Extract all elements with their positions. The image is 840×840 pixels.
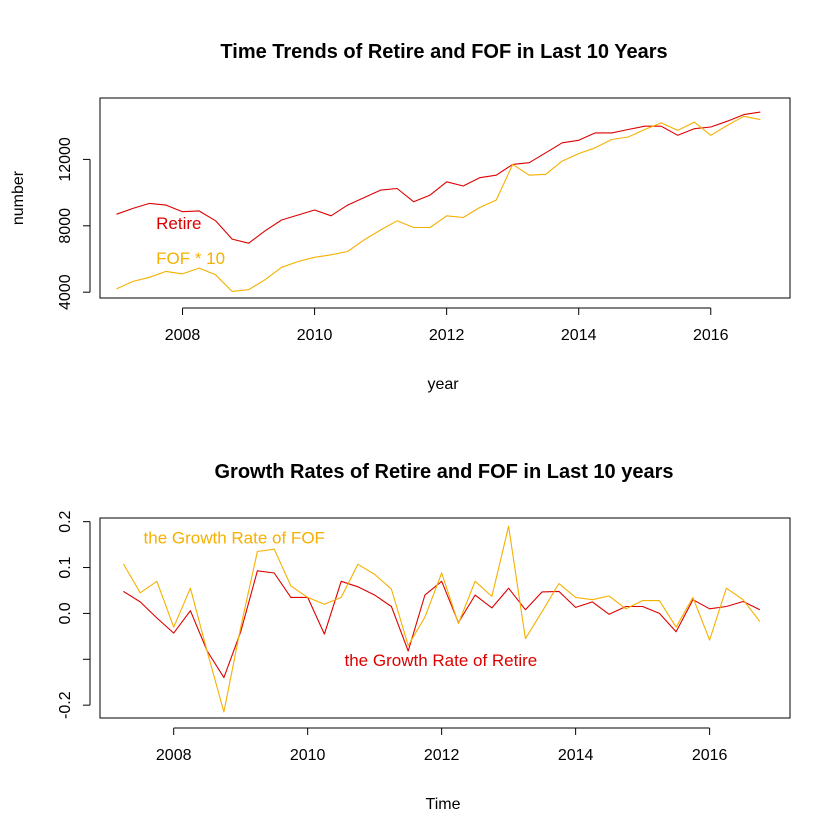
trends-panel: Time Trends of Retire and FOF in Last 10… [10,41,791,393]
y-axis: -0.2 0.0 0.1 0.2 [57,510,91,719]
x-axis: 2008 2010 2012 2014 2016 [156,727,728,764]
y-axis-label: number [10,170,27,225]
plot-frame [99,517,791,719]
series-line-the-growth-rate-of-fof [122,525,761,713]
x-tick-label: 2008 [156,747,192,764]
y-tick-label: -0.2 [57,691,74,719]
y-tick-label: 0.1 [57,556,74,578]
x-tick-label: 2012 [429,327,465,344]
x-tick-label: 2010 [297,327,333,344]
growth-panel: Growth Rates of Retire and FOF in Last 1… [57,461,791,813]
x-tick-label: 2014 [558,747,594,764]
y-tick-label: 4000 [57,274,74,310]
x-tick-label: 2016 [693,327,729,344]
y-tick-label: 0.0 [57,602,74,624]
series-group [122,525,761,713]
series-line-retire [116,111,761,244]
chart-title: Growth Rates of Retire and FOF in Last 1… [214,461,673,483]
y-axis: 4000 8000 12000 [57,137,91,310]
y-tick-label: 12000 [57,137,74,182]
x-tick-label: 2016 [692,747,728,764]
x-axis: 2008 2010 2012 2014 2016 [165,307,729,344]
x-tick-label: 2012 [424,747,460,764]
y-tick-label: 0.2 [57,510,74,532]
series-annotation: the Growth Rate of Retire [345,651,538,670]
x-axis-label: Time [426,796,461,813]
chart-title: Time Trends of Retire and FOF in Last 10… [220,41,667,63]
x-tick-label: 2008 [165,327,201,344]
x-axis-label: year [427,376,459,393]
plot-frame [99,97,791,299]
series-annotation: FOF * 10 [156,249,225,268]
y-tick-label: 8000 [57,208,74,244]
series-annotation: the Growth Rate of FOF [144,529,325,548]
x-tick-label: 2014 [561,327,597,344]
series-line-the-growth-rate-of-retire [123,570,761,679]
series-group [116,111,761,292]
series-annotation: Retire [156,214,201,233]
series-line-fof-10 [116,115,761,292]
x-tick-label: 2010 [290,747,326,764]
